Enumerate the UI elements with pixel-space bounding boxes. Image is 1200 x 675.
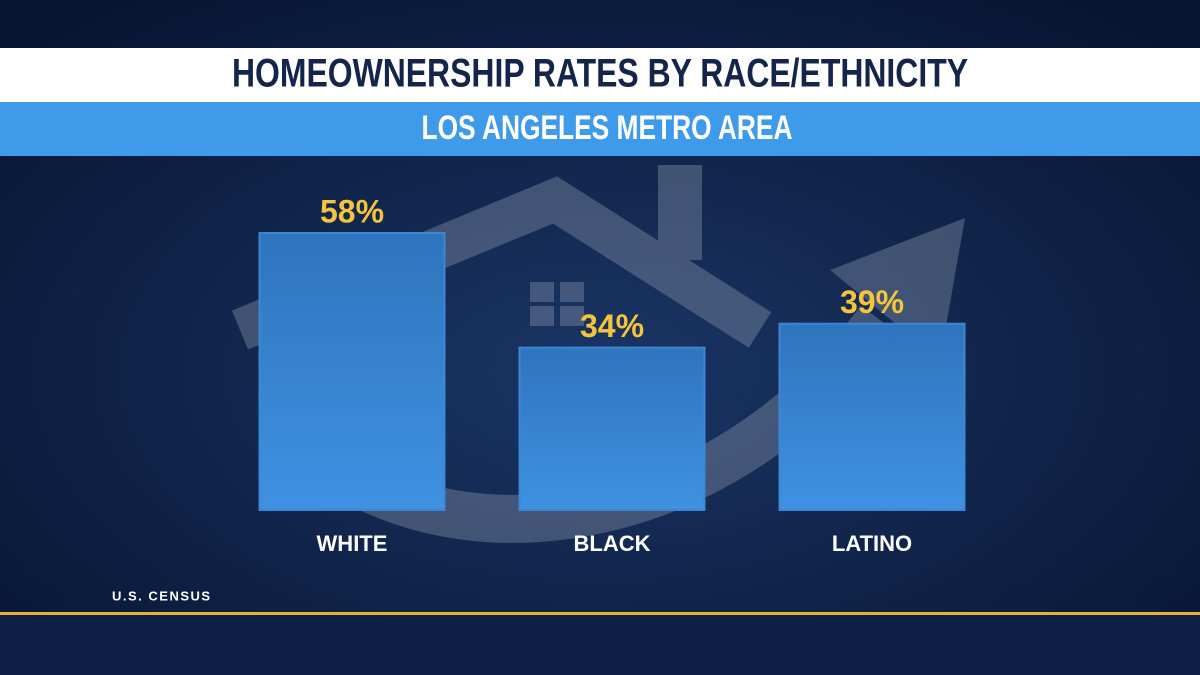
source: U.S. CENSUS <box>112 588 212 603</box>
value-label: 58% <box>320 193 384 229</box>
divider <box>0 612 1200 615</box>
bar <box>518 346 706 511</box>
subtitle-band <box>0 102 1200 156</box>
category-label: WHITE <box>317 531 388 556</box>
value-label: 34% <box>580 308 644 344</box>
bar <box>258 232 446 511</box>
category-label: BLACK <box>574 531 651 556</box>
footer-band <box>0 615 1200 675</box>
chart-subtitle: LOS ANGELES METRO AREA <box>422 109 793 147</box>
bar <box>778 322 966 512</box>
category-label: LATINO <box>832 531 912 556</box>
chart-title: HOMEOWNERSHIP RATES BY RACE/ETHNICITY <box>232 52 968 96</box>
title-band <box>0 48 1200 102</box>
value-label: 39% <box>840 284 904 320</box>
